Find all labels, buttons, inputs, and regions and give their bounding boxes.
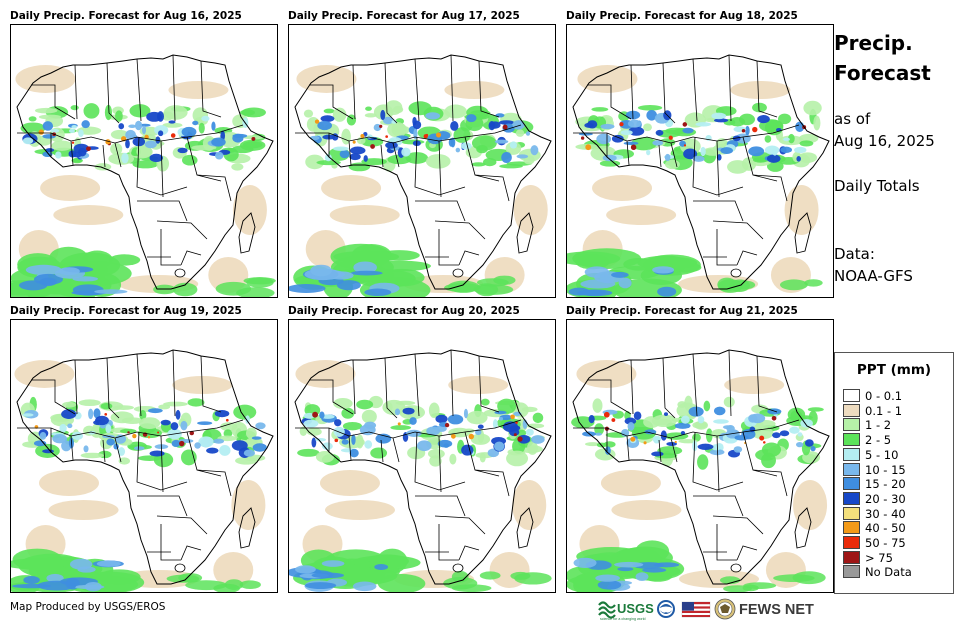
legend-item: No Data (843, 565, 912, 579)
legend-swatch (843, 418, 860, 432)
legend-label: > 75 (865, 550, 893, 565)
legend-item: 30 - 40 (843, 506, 906, 521)
legend-label: 15 - 20 (865, 477, 906, 492)
legend-label: 2 - 5 (865, 433, 892, 448)
usgs-wave-icon (598, 601, 616, 619)
legend-item: 50 - 75 (843, 536, 906, 550)
map-panel-aug18: Daily Precip. Forecast for Aug 18, 2025 (566, 10, 834, 298)
credit-text: Map Produced by USGS/EROS (10, 601, 166, 613)
panel-title: Daily Precip. Forecast for Aug 21, 2025 (566, 305, 798, 317)
legend-swatch (843, 521, 860, 535)
panel-title: Daily Precip. Forecast for Aug 19, 2025 (10, 305, 242, 317)
legend-swatch (843, 462, 860, 476)
panel-title: Daily Precip. Forecast for Aug 16, 2025 (10, 10, 242, 22)
data-source: NOAA-GFS (834, 267, 913, 285)
legend-label: 0.1 - 1 (865, 403, 903, 418)
legend-item: 15 - 20 (843, 477, 906, 491)
precip-map (288, 24, 556, 298)
map-panel-aug19: Daily Precip. Forecast for Aug 19, 2025 (10, 305, 278, 593)
legend-item: 10 - 15 (843, 462, 906, 477)
logo-strip: USGS science for a changing world FEWS N… (598, 598, 814, 621)
data-source-block: Data: NOAA-GFS (834, 243, 913, 287)
legend-swatch (843, 491, 860, 505)
legend-item: 40 - 50 (843, 521, 906, 535)
panel-title: Daily Precip. Forecast for Aug 18, 2025 (566, 10, 798, 22)
product-title: Precip. Forecast (834, 28, 931, 88)
as-of-label: as of (834, 110, 871, 128)
as-of-block: as of Aug 16, 2025 (834, 108, 935, 152)
legend-label: 50 - 75 (865, 536, 906, 550)
map-panel-aug21: Daily Precip. Forecast for Aug 21, 2025 (566, 305, 834, 593)
legend-swatch (843, 477, 860, 491)
legend-label: 30 - 40 (865, 506, 906, 521)
panel-title: Daily Precip. Forecast for Aug 20, 2025 (288, 305, 520, 317)
precip-map (288, 319, 556, 593)
legend-title: PPT (mm) (856, 362, 932, 378)
legend-label: 40 - 50 (865, 521, 906, 536)
legend-label: 1 - 2 (865, 418, 892, 433)
legend-label: 0 - 0.1 (865, 389, 903, 403)
legend-swatch (843, 506, 860, 520)
data-label: Data: (834, 245, 875, 263)
legend-swatch (843, 389, 860, 402)
legend-item: 1 - 2 (843, 418, 891, 432)
title-line-2: Forecast (834, 61, 931, 85)
totals-label: Daily Totals (834, 177, 920, 195)
precip-map (10, 24, 278, 298)
usgs-logo: USGS science for a changing world (598, 601, 654, 621)
legend-item: > 75 (843, 550, 893, 565)
legend-item: 0.1 - 1 (843, 403, 903, 418)
map-panel-aug17: Daily Precip. Forecast for Aug 17, 2025 (288, 10, 556, 298)
state-department-seal-icon (714, 598, 736, 620)
legend-swatch (843, 403, 860, 417)
legend-label: No Data (865, 565, 912, 580)
us-flag-icon (681, 601, 711, 618)
precip-map (566, 319, 834, 593)
legend-item: 20 - 30 (843, 491, 906, 506)
fews-net-wordmark: FEWS NET (739, 602, 814, 618)
precip-map (566, 24, 834, 298)
legend-item: 0 - 0.1 (843, 389, 902, 403)
legend-swatch (843, 565, 860, 579)
usgs-wordmark: USGS (617, 601, 654, 616)
legend-swatch (843, 433, 860, 447)
map-panel-aug16: Daily Precip. Forecast for Aug 16, 2025 (10, 10, 278, 298)
panel-title: Daily Precip. Forecast for Aug 17, 2025 (288, 10, 520, 22)
legend-item: 5 - 10 (843, 447, 899, 462)
legend-label: 20 - 30 (865, 491, 906, 506)
legend-swatch (843, 447, 860, 461)
as-of-date: Aug 16, 2025 (834, 132, 935, 150)
map-panel-aug20: Daily Precip. Forecast for Aug 20, 2025 (288, 305, 556, 593)
legend-swatch (843, 550, 860, 564)
usgs-tagline: science for a changing world (600, 617, 646, 621)
legend-swatch (843, 536, 860, 549)
legend-label: 10 - 15 (865, 462, 906, 477)
title-line-1: Precip. (834, 31, 913, 55)
legend-label: 5 - 10 (865, 447, 899, 462)
noaa-logo (657, 600, 675, 618)
precip-map (10, 319, 278, 593)
legend-item: 2 - 5 (843, 433, 891, 447)
